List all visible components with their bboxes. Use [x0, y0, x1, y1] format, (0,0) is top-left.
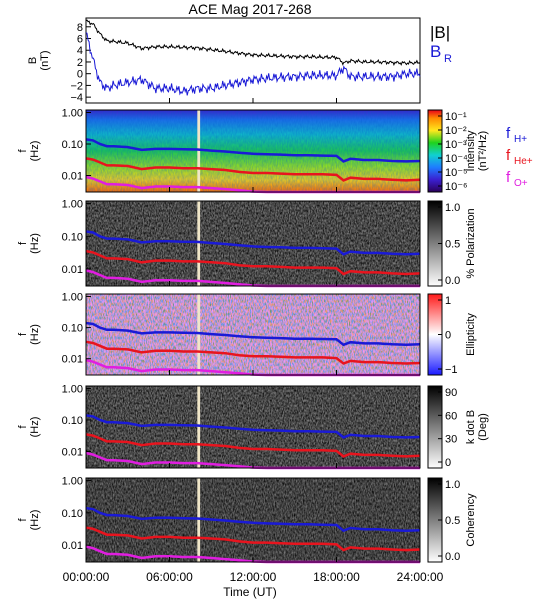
colorbar-label: k dot B(Deg) [465, 410, 489, 444]
colorbar-tick-label: 0 [445, 330, 451, 342]
colorbar-label: Ellipticity [465, 313, 477, 356]
colorbar-tick-label: 0 [445, 457, 451, 469]
y-tick-label: 2 [77, 57, 83, 69]
panel-intensity: 1.000.100.01f(Hz)10⁻¹10⁻²10⁻³10⁻⁴10⁻⁵10⁻… [17, 107, 533, 193]
panel-coherency: 1.00 0.10 0.01 f(Hz) 1.0 0.5 0.0 Coherency [17, 476, 477, 563]
y-tick-label: 0.10 [62, 139, 83, 151]
colorbar-tick-label: 10⁻¹ [445, 111, 467, 123]
x-axis-label: Time (UT) [223, 585, 277, 599]
y-tick-label: −2 [70, 80, 83, 92]
y-tick-label: 1.00 [62, 476, 83, 488]
gyro-legend-sub: He+ [514, 156, 533, 167]
y-tick-label: 0.10 [62, 508, 83, 520]
y-tick-label: 0.01 [62, 540, 83, 552]
colorbar-tick-label: −1 [445, 364, 458, 376]
y-tick-label: 1.00 [62, 199, 83, 211]
colorbar-tick-label: 10⁻⁶ [445, 181, 468, 193]
y-axis-label: f(Hz) [17, 417, 41, 438]
colorbar [428, 110, 442, 192]
colorbar-tick-label: 0.0 [445, 551, 460, 563]
y-tick-label: 1.00 [62, 383, 83, 395]
colorbar-tick-label: 60 [445, 410, 457, 422]
figure-title: ACE Mag 2017-268 [189, 1, 312, 17]
y-axis-label: f(Hz) [17, 510, 41, 531]
colorbar-tick-label: 10⁻³ [445, 139, 467, 151]
legend-b-total: |B| [430, 23, 450, 42]
x-tick-label: 06:00:00 [146, 570, 193, 584]
y-tick-label: 0.01 [62, 171, 83, 183]
b-plot-area [86, 18, 420, 103]
y-tick-label: 1.00 [62, 107, 83, 119]
legend-b-r: B [430, 42, 441, 61]
y-tick-label: 0.01 [62, 354, 83, 366]
x-tick-label: 18:00:00 [313, 570, 360, 584]
gyro-legend-sub: O+ [514, 178, 528, 189]
colorbar-tick-label: 90 [445, 387, 457, 399]
gyro-legend-Hplus: f [506, 125, 511, 142]
panel-kdotb: 1.00 0.10 0.01 f(Hz) 90 60 30 0 k dot B(Deg) [17, 383, 489, 469]
x-tick-label: 12:00:00 [230, 570, 277, 584]
y-tick-label: 0.01 [62, 447, 83, 459]
y-tick-label: −4 [70, 92, 83, 104]
colorbar-tick-label: 0.5 [445, 239, 460, 251]
panel-polarization: 1.00 0.10 0.01 f(Hz) 1.0 0.5 0.0 % Polarization [17, 199, 477, 287]
colorbar-label: Intensity(nT²/Hz) [465, 130, 489, 171]
gyro-legend-Oplus: f [506, 169, 511, 186]
y-tick-label: 8 [77, 22, 83, 34]
y-tick-label: 1.00 [62, 291, 83, 303]
y-tick-label: 0.01 [62, 264, 83, 276]
data-gap-stripe [197, 478, 200, 562]
colorbar [428, 386, 442, 468]
colorbar-tick-label: 1.0 [445, 479, 460, 491]
y-axis-label: f(Hz) [17, 324, 41, 345]
y-tick-label: 0.10 [62, 231, 83, 243]
gyro-legend-Heplus: f [506, 147, 511, 164]
colorbar-label: % Polarization [465, 208, 477, 278]
colorbar-label: Coherency [465, 493, 477, 547]
x-tick-label: 00:00:00 [63, 570, 110, 584]
colorbar-tick-label: 0.0 [445, 275, 460, 287]
y-tick-label: 4 [77, 45, 83, 57]
panel-ellipticity: 1.00 0.10 0.01 f(Hz) 1 0 −1 Ellipticity [17, 291, 477, 376]
data-gap-stripe [197, 386, 200, 468]
y-tick-label: 0.10 [62, 323, 83, 335]
y-tick-label: 0 [77, 69, 83, 81]
y-axis-label: f(Hz) [17, 233, 41, 254]
y-axis-label: B(nT) [27, 50, 51, 70]
data-gap-stripe [197, 294, 200, 375]
colorbar-tick-label: 10⁻² [445, 125, 467, 137]
x-tick-label: 24:00:00 [397, 570, 444, 584]
colorbar-tick-label: 1.0 [445, 202, 460, 214]
legend-b-r-sub: R [444, 53, 452, 65]
y-tick-label: 0.10 [62, 415, 83, 427]
data-gap-stripe [197, 201, 200, 286]
colorbar-tick-label: 30 [445, 434, 457, 446]
colorbar-tick-label: 1 [445, 295, 451, 307]
data-gap-stripe [197, 110, 200, 192]
colorbar-tick-label: 0.5 [445, 515, 460, 527]
gyro-legend-sub: H+ [514, 134, 527, 145]
y-axis-label: f(Hz) [17, 141, 41, 162]
y-tick-label: 6 [77, 34, 83, 46]
